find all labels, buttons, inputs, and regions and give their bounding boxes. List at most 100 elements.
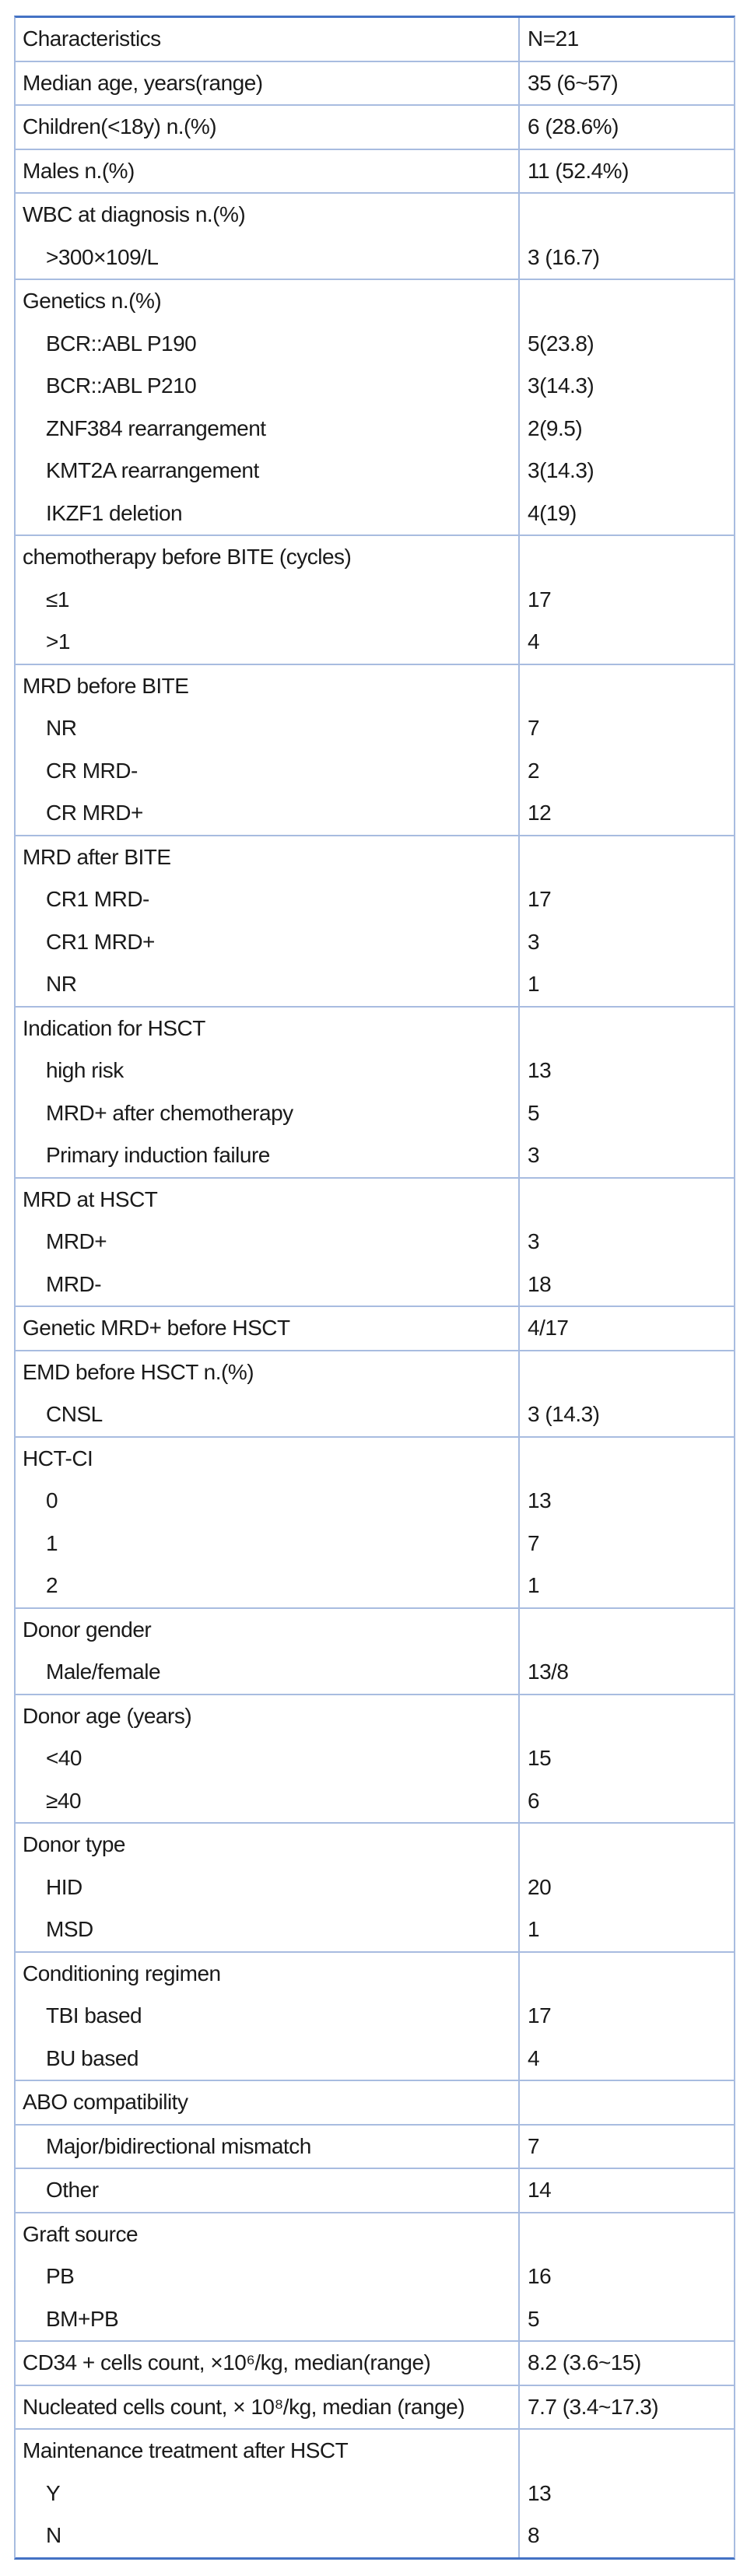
table-row: 0 13 <box>16 1480 734 1523</box>
row-label: WBC at diagnosis n.(%) <box>23 202 246 227</box>
table-section: Maintenance treatment after HSCT Y 13 N 8 <box>16 2430 734 2557</box>
row-value <box>518 1178 734 1221</box>
table-row: ≥40 6 <box>16 1779 734 1822</box>
row-label: BCR::ABL P190 <box>46 331 197 356</box>
row-label: MRD+ <box>46 1229 107 1254</box>
table-section: MRD before BITE NR 7 CR MRD- 2 CR MRD+ 12 <box>16 664 734 836</box>
row-value: 2 <box>518 749 734 792</box>
row-value <box>518 2213 734 2255</box>
row-value: 11 (52.4%) <box>518 149 734 192</box>
row-value <box>518 1608 734 1651</box>
table-row: Graft source <box>16 2213 734 2255</box>
row-value <box>518 1952 734 1995</box>
row-value: 17 <box>518 1995 734 2038</box>
row-label: KMT2A rearrangement <box>46 458 259 483</box>
table-row: MRD- 18 <box>16 1263 734 1306</box>
table-row: <40 15 <box>16 1737 734 1780</box>
table-section: Genetics n.(%) BCR::ABL P190 5(23.8) BCR::A… <box>16 280 734 536</box>
table-section: MRD after BITE CR1 MRD- 17 CR1 MRD+ 3 NR 1 <box>16 836 734 1008</box>
row-label: 2 <box>46 1573 58 1598</box>
header-row: Characteristics N=21 <box>16 18 734 61</box>
table-row: chemotherapy before BITE (cycles) <box>16 536 734 579</box>
table-row: >1 4 <box>16 621 734 664</box>
table-section: Genetic MRD+ before HSCT 4/17 <box>16 1307 734 1351</box>
row-label: Children(<18y) n.(%) <box>23 114 217 139</box>
row-label: >300×109/L <box>46 244 159 269</box>
table-section: Indication for HSCT high risk 13 MRD+ after… <box>16 1007 734 1179</box>
row-value: 7 <box>518 1522 734 1565</box>
row-value: 2(9.5) <box>518 407 734 450</box>
table-section: MRD at HSCT MRD+ 3 MRD- 18 <box>16 1178 734 1307</box>
row-label: MRD after BITE <box>23 844 171 869</box>
row-label: Indication for HSCT <box>23 1015 205 1040</box>
row-label: 0 <box>46 1488 58 1513</box>
table-row: Donor type <box>16 1824 734 1866</box>
row-value: 1 <box>518 1565 734 1607</box>
row-value: 1 <box>518 1908 734 1951</box>
table-section: Graft source PB 16 BM+PB 5 <box>16 2213 734 2342</box>
table-section: Conditioning regimen TBI based 17 BU based 4 <box>16 1952 734 2081</box>
row-label: Male/female <box>46 1660 161 1684</box>
row-value: 8.2 (3.6~15) <box>518 2342 734 2385</box>
row-value: 1 <box>518 963 734 1006</box>
row-label: BM+PB <box>46 2306 119 2331</box>
row-label: Donor age (years) <box>23 1703 192 1728</box>
table-row: BCR::ABL P210 3(14.3) <box>16 365 734 408</box>
row-value: 3 <box>518 1134 734 1177</box>
row-value: 14 <box>518 2169 734 2212</box>
row-value: 4(19) <box>518 492 734 534</box>
table-row: Indication for HSCT <box>16 1007 734 1050</box>
row-label: CR1 MRD+ <box>46 929 155 954</box>
row-label: Conditioning regimen <box>23 1961 221 1985</box>
row-label: Graft source <box>23 2221 139 2246</box>
table-row: Median age, years(range) 35 (6~57) <box>16 61 734 104</box>
table-row: Children(<18y) n.(%) 6 (28.6%) <box>16 106 734 149</box>
table-section: Major/bidirectional mismatch 7 <box>16 2125 734 2169</box>
table-row: CR1 MRD- 17 <box>16 878 734 921</box>
row-value <box>518 536 734 579</box>
row-value: 20 <box>518 1866 734 1908</box>
table-row: HCT-CI <box>16 1437 734 1480</box>
row-label: BCR::ABL P210 <box>46 373 197 398</box>
table-row: WBC at diagnosis n.(%) <box>16 194 734 237</box>
row-value: 13 <box>518 2472 734 2515</box>
table-row: CNSL 3 (14.3) <box>16 1393 734 1436</box>
table-section: CD34 + cells count, ×10⁶/kg, median(rang… <box>16 2342 734 2386</box>
row-value <box>518 836 734 878</box>
row-label: CNSL <box>46 1402 103 1427</box>
table-row: CR MRD+ 12 <box>16 792 734 835</box>
table-section: Donor age (years) <40 15 ≥40 6 <box>16 1695 734 1824</box>
table-row: BCR::ABL P190 5(23.8) <box>16 322 734 365</box>
row-label: MRD+ after chemotherapy <box>46 1100 293 1125</box>
row-label: Genetics n.(%) <box>23 289 162 314</box>
table-row: NR 1 <box>16 963 734 1006</box>
row-label: 1 <box>46 1530 58 1555</box>
row-label: EMD before HSCT n.(%) <box>23 1359 254 1384</box>
row-label: CR1 MRD- <box>46 887 149 912</box>
row-value: 16 <box>518 2255 734 2298</box>
row-value: 6 (28.6%) <box>518 106 734 149</box>
row-label: CR MRD+ <box>46 801 143 825</box>
column-header-characteristics: Characteristics <box>23 26 161 51</box>
row-value <box>518 2081 734 2124</box>
row-value: 18 <box>518 1263 734 1306</box>
table-row: NR 7 <box>16 707 734 750</box>
row-label: HCT-CI <box>23 1446 93 1470</box>
table-section: chemotherapy before BITE (cycles) ≤1 17 >1 4 <box>16 536 734 665</box>
row-value: 12 <box>518 792 734 835</box>
row-value: 3 (16.7) <box>518 236 734 279</box>
row-label: ≥40 <box>46 1788 82 1813</box>
row-value: 3(14.3) <box>518 450 734 492</box>
table-section: Males n.(%) 11 (52.4%) <box>16 149 734 194</box>
row-value: 3 <box>518 920 734 963</box>
table-row: Donor gender <box>16 1608 734 1651</box>
row-label: HID <box>46 1874 82 1899</box>
table-row: Males n.(%) 11 (52.4%) <box>16 149 734 192</box>
table-section: Median age, years(range) 35 (6~57) <box>16 61 734 106</box>
row-label: high risk <box>46 1058 124 1083</box>
table-row: IKZF1 deletion 4(19) <box>16 492 734 534</box>
row-value: 3 <box>518 1221 734 1263</box>
row-label: IKZF1 deletion <box>46 500 183 525</box>
